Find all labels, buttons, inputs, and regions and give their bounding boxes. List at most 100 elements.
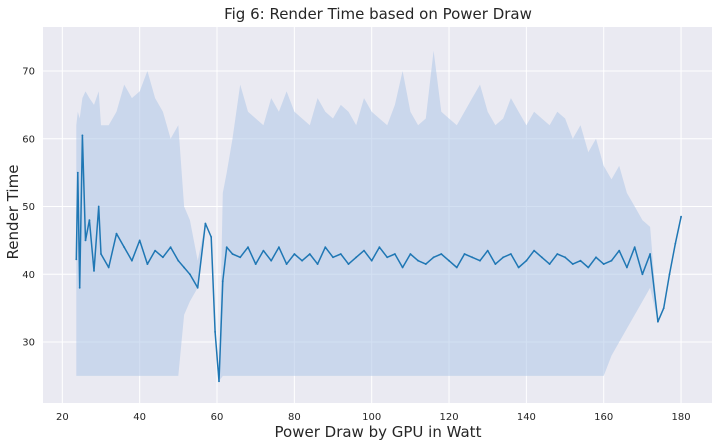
data-point bbox=[618, 249, 621, 252]
data-point bbox=[579, 259, 582, 262]
data-point bbox=[649, 253, 651, 255]
data-point bbox=[100, 253, 102, 255]
data-point bbox=[262, 249, 265, 252]
data-point bbox=[378, 246, 381, 249]
data-point bbox=[502, 256, 505, 259]
data-point bbox=[254, 263, 257, 265]
x-tick-label: 180 bbox=[672, 412, 691, 423]
data-point bbox=[540, 256, 543, 259]
data-point bbox=[564, 256, 566, 259]
x-tick-label: 120 bbox=[439, 412, 458, 423]
data-point bbox=[131, 259, 133, 262]
data-point bbox=[115, 232, 118, 235]
data-point bbox=[409, 253, 412, 255]
data-point bbox=[479, 259, 481, 262]
data-point bbox=[417, 259, 419, 262]
y-tick-label: 70 bbox=[22, 67, 35, 78]
data-point bbox=[595, 256, 597, 259]
x-tick-label: 40 bbox=[133, 412, 146, 423]
data-point bbox=[285, 263, 288, 265]
data-point bbox=[602, 263, 605, 265]
x-tick-label: 140 bbox=[517, 412, 536, 423]
x-tick-label: 80 bbox=[288, 412, 301, 423]
data-point bbox=[93, 270, 95, 272]
data-point bbox=[525, 259, 528, 262]
data-point bbox=[84, 239, 87, 242]
data-point bbox=[339, 253, 342, 255]
chart-title: Fig 6: Render Time based on Power Draw bbox=[224, 5, 532, 23]
data-point bbox=[486, 249, 489, 252]
data-point bbox=[301, 259, 303, 262]
y-tick-label: 60 bbox=[22, 134, 35, 145]
data-point bbox=[332, 256, 334, 259]
x-tick-label: 160 bbox=[594, 412, 613, 423]
data-point bbox=[680, 215, 682, 218]
data-point bbox=[633, 246, 636, 249]
data-point bbox=[81, 134, 84, 137]
series-line bbox=[75, 134, 682, 383]
x-axis-ticks: 20 40 60 80 100 120 140 160 180 bbox=[56, 412, 691, 423]
data-point bbox=[183, 266, 186, 269]
data-point bbox=[239, 256, 242, 259]
confidence-band bbox=[76, 50, 682, 382]
data-point bbox=[278, 246, 280, 249]
data-point bbox=[123, 246, 126, 249]
data-point bbox=[88, 219, 91, 222]
data-point bbox=[463, 253, 466, 255]
data-point bbox=[448, 259, 450, 262]
data-point bbox=[204, 222, 207, 225]
data-point bbox=[78, 286, 81, 289]
series-line-group bbox=[75, 134, 682, 383]
data-point bbox=[401, 266, 404, 269]
y-axis-ticks: 30 40 50 60 70 bbox=[22, 67, 35, 349]
data-point bbox=[424, 263, 427, 265]
data-point bbox=[626, 266, 628, 269]
data-point bbox=[189, 273, 191, 276]
data-point bbox=[657, 320, 659, 323]
data-point bbox=[225, 246, 228, 249]
data-point bbox=[107, 266, 110, 269]
data-point bbox=[177, 259, 180, 262]
data-point bbox=[308, 253, 311, 255]
x-tick-label: 20 bbox=[56, 412, 69, 423]
data-point bbox=[231, 253, 234, 255]
data-point bbox=[75, 258, 78, 261]
x-tick-label: 60 bbox=[211, 412, 224, 423]
data-point bbox=[440, 253, 443, 255]
data-point bbox=[293, 253, 296, 255]
x-tick-label: 100 bbox=[362, 412, 381, 423]
data-point bbox=[196, 286, 199, 289]
data-point bbox=[355, 256, 358, 259]
data-point bbox=[316, 263, 319, 265]
data-point bbox=[455, 266, 458, 269]
series-band bbox=[76, 50, 682, 382]
data-point bbox=[169, 246, 172, 249]
x-axis-label: Power Draw by GPU in Watt bbox=[275, 423, 482, 441]
data-point bbox=[154, 249, 157, 252]
data-point bbox=[641, 273, 644, 276]
data-point bbox=[548, 263, 551, 265]
data-point bbox=[324, 246, 327, 249]
data-point bbox=[494, 263, 497, 265]
data-point bbox=[556, 253, 559, 255]
data-point bbox=[214, 331, 217, 333]
data-point bbox=[76, 171, 79, 174]
data-point bbox=[347, 263, 350, 265]
data-point bbox=[394, 253, 396, 255]
data-point bbox=[162, 256, 164, 259]
y-axis-label: Render Time bbox=[4, 165, 22, 260]
data-point bbox=[97, 205, 100, 208]
data-point bbox=[662, 307, 665, 310]
data-point bbox=[386, 256, 389, 259]
data-point bbox=[674, 242, 677, 245]
data-point bbox=[138, 239, 141, 242]
data-point bbox=[517, 266, 520, 269]
data-point bbox=[510, 253, 512, 255]
data-point bbox=[247, 246, 249, 249]
data-point bbox=[221, 280, 224, 282]
data-point bbox=[432, 256, 435, 259]
data-point bbox=[363, 249, 365, 252]
data-point bbox=[471, 256, 474, 259]
data-point bbox=[587, 266, 590, 269]
